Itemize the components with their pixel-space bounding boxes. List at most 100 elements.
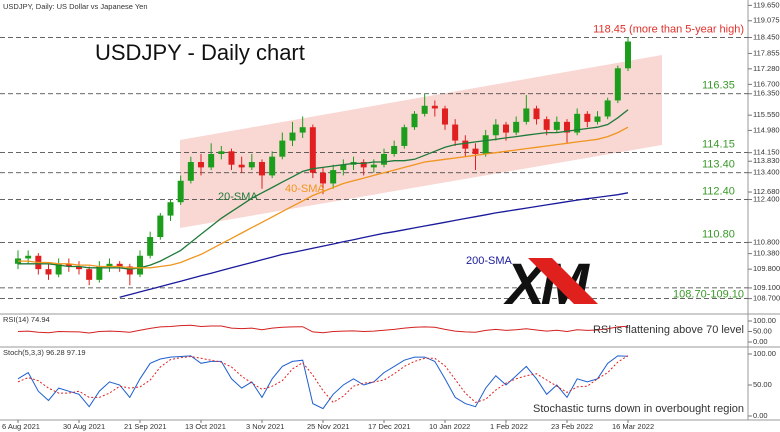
- y-tick-label: 112.400: [753, 195, 780, 204]
- candle-body: [279, 140, 286, 157]
- chart-title: USDJPY - Daily chart: [95, 40, 305, 65]
- candle-body: [208, 153, 215, 168]
- level-label: 118.45 (more than 5-year high): [593, 23, 744, 35]
- candle-body: [431, 105, 438, 109]
- candle-body: [65, 263, 72, 267]
- y-tick-label: 113.830: [753, 156, 780, 165]
- y-tick-label: 116.350: [753, 89, 780, 98]
- y-tick-label: 108.700: [753, 294, 780, 303]
- candle-body: [574, 113, 581, 133]
- x-tick-label: 25 Nov 2021: [307, 422, 350, 431]
- y-tick-label: 0.00: [753, 337, 768, 346]
- candle-body: [340, 164, 347, 171]
- candle-body: [228, 151, 235, 165]
- candle-body: [360, 162, 367, 168]
- indicator-title: Stoch(5,3,3) 96.28 97.19: [3, 348, 86, 357]
- candle-body: [381, 153, 387, 165]
- sma-line: [119, 192, 629, 298]
- y-tick-label: 114.980: [753, 125, 780, 134]
- candle-body: [299, 127, 306, 133]
- candle-body: [533, 108, 540, 120]
- x-tick-label: 16 Mar 2022: [612, 422, 654, 431]
- candle-body: [442, 108, 448, 125]
- candle-body: [157, 215, 164, 238]
- candle-body: [289, 132, 296, 141]
- candle-body: [187, 162, 194, 181]
- candle-body: [370, 164, 377, 168]
- series-label: 200-SMA: [466, 255, 513, 267]
- sma-line: [18, 126, 629, 269]
- candle-body: [503, 124, 509, 133]
- candle-body: [25, 255, 32, 259]
- candle-body: [472, 148, 479, 154]
- x-tick-label: 3 Nov 2021: [246, 422, 284, 431]
- y-tick-label: 50.00: [753, 380, 772, 389]
- level-label: 116.35: [702, 80, 735, 92]
- candle-body: [147, 237, 154, 256]
- candle-body: [625, 41, 631, 69]
- candle-body: [86, 269, 93, 280]
- y-tick-label: 116.700: [753, 79, 780, 88]
- level-label: 110.80: [702, 228, 735, 240]
- y-tick-label: 50.00: [753, 326, 772, 335]
- candle-body: [513, 121, 520, 133]
- candle-body: [401, 127, 408, 146]
- x-tick-label: 17 Dec 2021: [368, 422, 411, 431]
- y-tick-label: 0.00: [753, 411, 768, 420]
- candle-body: [421, 105, 428, 114]
- candle-body: [238, 164, 245, 168]
- candle-body: [218, 151, 225, 154]
- y-tick-label: 114.150: [753, 148, 780, 157]
- candle-body: [614, 68, 621, 101]
- indicator-note: RSI is flattening above 70 level: [593, 324, 744, 336]
- candle-body: [523, 108, 530, 122]
- candle-body: [543, 119, 550, 130]
- x-tick-label: 6 Aug 2021: [2, 422, 40, 431]
- candle-body: [604, 100, 611, 117]
- y-tick-label: 112.680: [753, 187, 780, 196]
- candle-body: [198, 162, 204, 168]
- logo-stripe: [528, 258, 598, 304]
- y-tick-label: 119.650: [753, 0, 780, 9]
- x-tick-label: 13 Oct 2021: [185, 422, 226, 431]
- candle-body: [452, 124, 459, 141]
- y-tick-label: 117.280: [753, 64, 780, 73]
- candle-body: [137, 255, 143, 275]
- candle-body: [309, 127, 316, 173]
- indicator-line: [17, 355, 629, 410]
- candle-body: [594, 116, 601, 122]
- y-tick-label: 118.450: [753, 32, 780, 41]
- candle-body: [564, 121, 570, 133]
- candle-body: [391, 145, 398, 154]
- y-tick-label: 100.00: [753, 349, 776, 358]
- y-tick-label: 110.380: [753, 249, 780, 258]
- candle-body: [45, 269, 52, 275]
- series-label: 20-SMA: [218, 191, 258, 203]
- candle-body: [96, 266, 103, 280]
- y-tick-label: 113.400: [753, 168, 780, 177]
- candle-body: [269, 156, 276, 176]
- x-tick-label: 10 Jan 2022: [429, 422, 470, 431]
- series-label: 40-SMA: [285, 183, 325, 195]
- candle-body: [482, 135, 489, 154]
- y-tick-label: 115.550: [753, 110, 780, 119]
- candle-body: [330, 170, 337, 184]
- y-tick-label: 110.800: [753, 237, 780, 246]
- chart-subtitle: USDJPY, Daily: US Dollar vs Japanese Yen: [3, 2, 148, 11]
- candle-body: [320, 172, 326, 184]
- candle-body: [462, 140, 469, 149]
- y-tick-label: 117.855: [753, 48, 780, 57]
- candle-body: [248, 162, 255, 168]
- y-tick-label: 109.100: [753, 283, 780, 292]
- level-label: 108.70-109.10: [673, 288, 744, 300]
- candle-body: [126, 266, 133, 275]
- sma-line: [18, 109, 629, 270]
- x-tick-label: 21 Sep 2021: [124, 422, 167, 431]
- candle-body: [116, 263, 123, 267]
- candle-body: [553, 121, 560, 130]
- indicator-line: [17, 324, 629, 334]
- logo: XM: [503, 252, 598, 317]
- trend-channel: [180, 55, 662, 228]
- indicator-title: RSI(14) 74.94: [3, 315, 50, 324]
